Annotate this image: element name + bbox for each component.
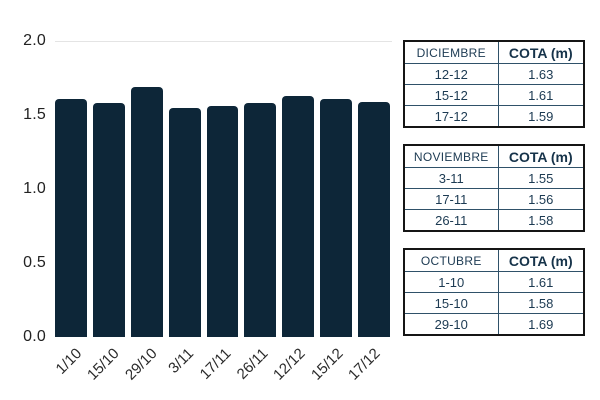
date-cell: 1-10 bbox=[403, 271, 499, 293]
month-title: NOVIEMBRE bbox=[403, 144, 499, 168]
date-cell: 15-12 bbox=[403, 84, 499, 106]
x-tick: 17/12 bbox=[345, 341, 390, 396]
bar bbox=[130, 87, 163, 337]
x-tick-label: 3/11 bbox=[165, 345, 198, 377]
cota-header: COTA (m) bbox=[497, 144, 585, 168]
x-tick: 29/10 bbox=[121, 341, 166, 396]
date-cell: 29-10 bbox=[403, 313, 499, 336]
bar bbox=[282, 96, 315, 337]
cota-cell: 1.69 bbox=[497, 313, 585, 336]
month-table: DICIEMBRE COTA (m) 12-12 1.63 15-12 1.61 17-12… bbox=[403, 40, 585, 128]
y-tick-label: 0.0 bbox=[23, 328, 46, 345]
table-row: 15-12 1.61 bbox=[403, 84, 585, 106]
table-row: 3-11 1.55 bbox=[403, 167, 585, 189]
table-row: 1-10 1.61 bbox=[403, 271, 585, 293]
table-row: 17-12 1.59 bbox=[403, 105, 585, 128]
x-tick-label: 1/10 bbox=[52, 345, 86, 378]
bar bbox=[55, 99, 87, 337]
bar bbox=[320, 99, 353, 337]
y-tick-label: 1.0 bbox=[23, 180, 46, 197]
cota-cell: 1.63 bbox=[497, 63, 585, 85]
table-header-row: NOVIEMBRE COTA (m) bbox=[403, 144, 585, 168]
bar bbox=[168, 108, 201, 337]
table-row: 29-10 1.69 bbox=[403, 313, 585, 336]
bar bbox=[358, 102, 391, 337]
date-cell: 3-11 bbox=[403, 167, 499, 189]
x-axis: 1/10 15/10 29/10 3/11 17/11 26/11 12/12 15/12 17… bbox=[52, 341, 390, 396]
table-row: 15-10 1.58 bbox=[403, 292, 585, 314]
y-tick-label: 0.5 bbox=[23, 254, 46, 271]
month-title: OCTUBRE bbox=[403, 248, 499, 272]
cota-cell: 1.56 bbox=[497, 188, 585, 210]
bar bbox=[92, 103, 125, 337]
cota-header: COTA (m) bbox=[497, 40, 585, 64]
date-cell: 17-12 bbox=[403, 105, 499, 128]
date-cell: 17-11 bbox=[403, 188, 499, 210]
bar bbox=[244, 103, 277, 337]
table-header-row: OCTUBRE COTA (m) bbox=[403, 248, 585, 272]
month-title: DICIEMBRE bbox=[403, 40, 499, 64]
date-cell: 15-10 bbox=[403, 292, 499, 314]
cota-cell: 1.58 bbox=[497, 209, 585, 232]
month-table: NOVIEMBRE COTA (m) 3-11 1.55 17-11 1.56 26-11 1… bbox=[403, 144, 585, 232]
monthly-cota-tables: DICIEMBRE COTA (m) 12-12 1.63 15-12 1.61 17-12… bbox=[403, 40, 585, 336]
cota-header: COTA (m) bbox=[497, 248, 585, 272]
month-table: OCTUBRE COTA (m) 1-10 1.61 15-10 1.58 29-10 1.6… bbox=[403, 248, 585, 336]
y-tick-label: 2.0 bbox=[23, 32, 46, 49]
date-cell: 26-11 bbox=[403, 209, 499, 232]
table-header-row: DICIEMBRE COTA (m) bbox=[403, 40, 585, 64]
cota-cell: 1.55 bbox=[497, 167, 585, 189]
cota-cell: 1.61 bbox=[497, 84, 585, 106]
cota-bar-chart: 0.0 0.5 1.0 1.5 2.0 1/10 15/10 29/10 3/11 17/11 2… bbox=[23, 32, 392, 396]
table-row: 12-12 1.63 bbox=[403, 63, 585, 85]
cota-cell: 1.59 bbox=[497, 105, 585, 128]
cota-cell: 1.61 bbox=[497, 271, 585, 293]
table-row: 26-11 1.58 bbox=[403, 209, 585, 232]
y-tick-label: 1.5 bbox=[23, 106, 46, 123]
table-row: 17-11 1.56 bbox=[403, 188, 585, 210]
gridline-top bbox=[55, 41, 392, 42]
bar-series bbox=[55, 41, 391, 337]
cota-cell: 1.58 bbox=[497, 292, 585, 314]
bar bbox=[206, 106, 239, 337]
date-cell: 12-12 bbox=[403, 63, 499, 85]
